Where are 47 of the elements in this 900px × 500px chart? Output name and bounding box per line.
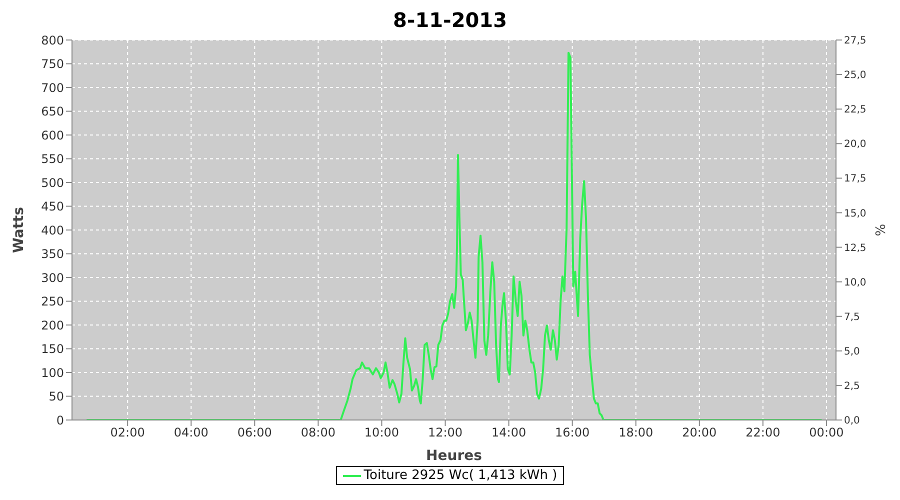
y-tick-label: 650 bbox=[41, 104, 64, 119]
y-tick-label: 450 bbox=[41, 200, 64, 214]
x-tick-label: 14:00 bbox=[492, 426, 526, 440]
y-axis-title: Watts bbox=[10, 206, 27, 254]
x-tick-label: 04:00 bbox=[174, 426, 208, 440]
y-tick-label: 500 bbox=[41, 176, 64, 190]
y-tick-label: 100 bbox=[41, 366, 64, 380]
y-tick-label: 600 bbox=[41, 128, 64, 142]
y-tick-label: 400 bbox=[41, 223, 64, 238]
y2-tick-label: 12,5 bbox=[844, 242, 866, 254]
y2-tick-label: 7,5 bbox=[844, 312, 860, 323]
y-tick-label: 0 bbox=[56, 413, 64, 428]
y-tick-label: 750 bbox=[41, 57, 64, 72]
x-tick-label: 00:00 bbox=[809, 426, 844, 440]
y2-tick-label: 17,5 bbox=[844, 174, 866, 185]
y2-tick-label: 10,0 bbox=[844, 277, 866, 288]
y-tick-label: 250 bbox=[41, 294, 64, 309]
y2-tick-label: 20,0 bbox=[844, 139, 866, 150]
x-axis-title: Heures bbox=[426, 448, 482, 464]
chart-title: 8-11-2013 bbox=[392, 8, 508, 34]
y-tick-label: 300 bbox=[41, 270, 64, 285]
y-tick-label: 350 bbox=[41, 247, 64, 262]
y2-tick-label: 2,5 bbox=[844, 381, 860, 392]
y-tick-label: 50 bbox=[48, 390, 64, 404]
line-series bbox=[86, 52, 823, 420]
y2-axis-title: % bbox=[871, 224, 886, 236]
x-tick-label: 12:00 bbox=[428, 426, 463, 440]
y2-tick-label: 27,5 bbox=[844, 36, 866, 47]
y2-tick-label: 25,0 bbox=[844, 70, 866, 82]
x-tick-label: 18:00 bbox=[618, 426, 654, 440]
x-tick-label: 20:00 bbox=[682, 426, 717, 440]
y-tick-label: 200 bbox=[41, 318, 64, 332]
y2-tick-label: 22,5 bbox=[844, 104, 866, 116]
y2-tick-label: 0,0 bbox=[844, 416, 860, 427]
x-tick-label: 22:00 bbox=[746, 426, 780, 440]
x-tick-label: 08:00 bbox=[300, 426, 336, 440]
x-tick-label: 02:00 bbox=[110, 426, 145, 440]
y2-tick-label: 5,0 bbox=[844, 346, 860, 358]
x-tick-label: 16:00 bbox=[555, 426, 590, 440]
y-tick-label: 700 bbox=[41, 80, 64, 95]
y-tick-label: 800 bbox=[41, 33, 64, 48]
y-tick-label: 150 bbox=[41, 342, 64, 356]
x-tick-label: 06:00 bbox=[237, 426, 272, 440]
x-tick-label: 10:00 bbox=[364, 426, 400, 440]
y2-tick-label: 15,0 bbox=[844, 208, 866, 220]
legend-label: Toiture 2925 Wc( 1,413 kWh ) bbox=[364, 468, 558, 483]
y-tick-label: 550 bbox=[41, 152, 64, 166]
